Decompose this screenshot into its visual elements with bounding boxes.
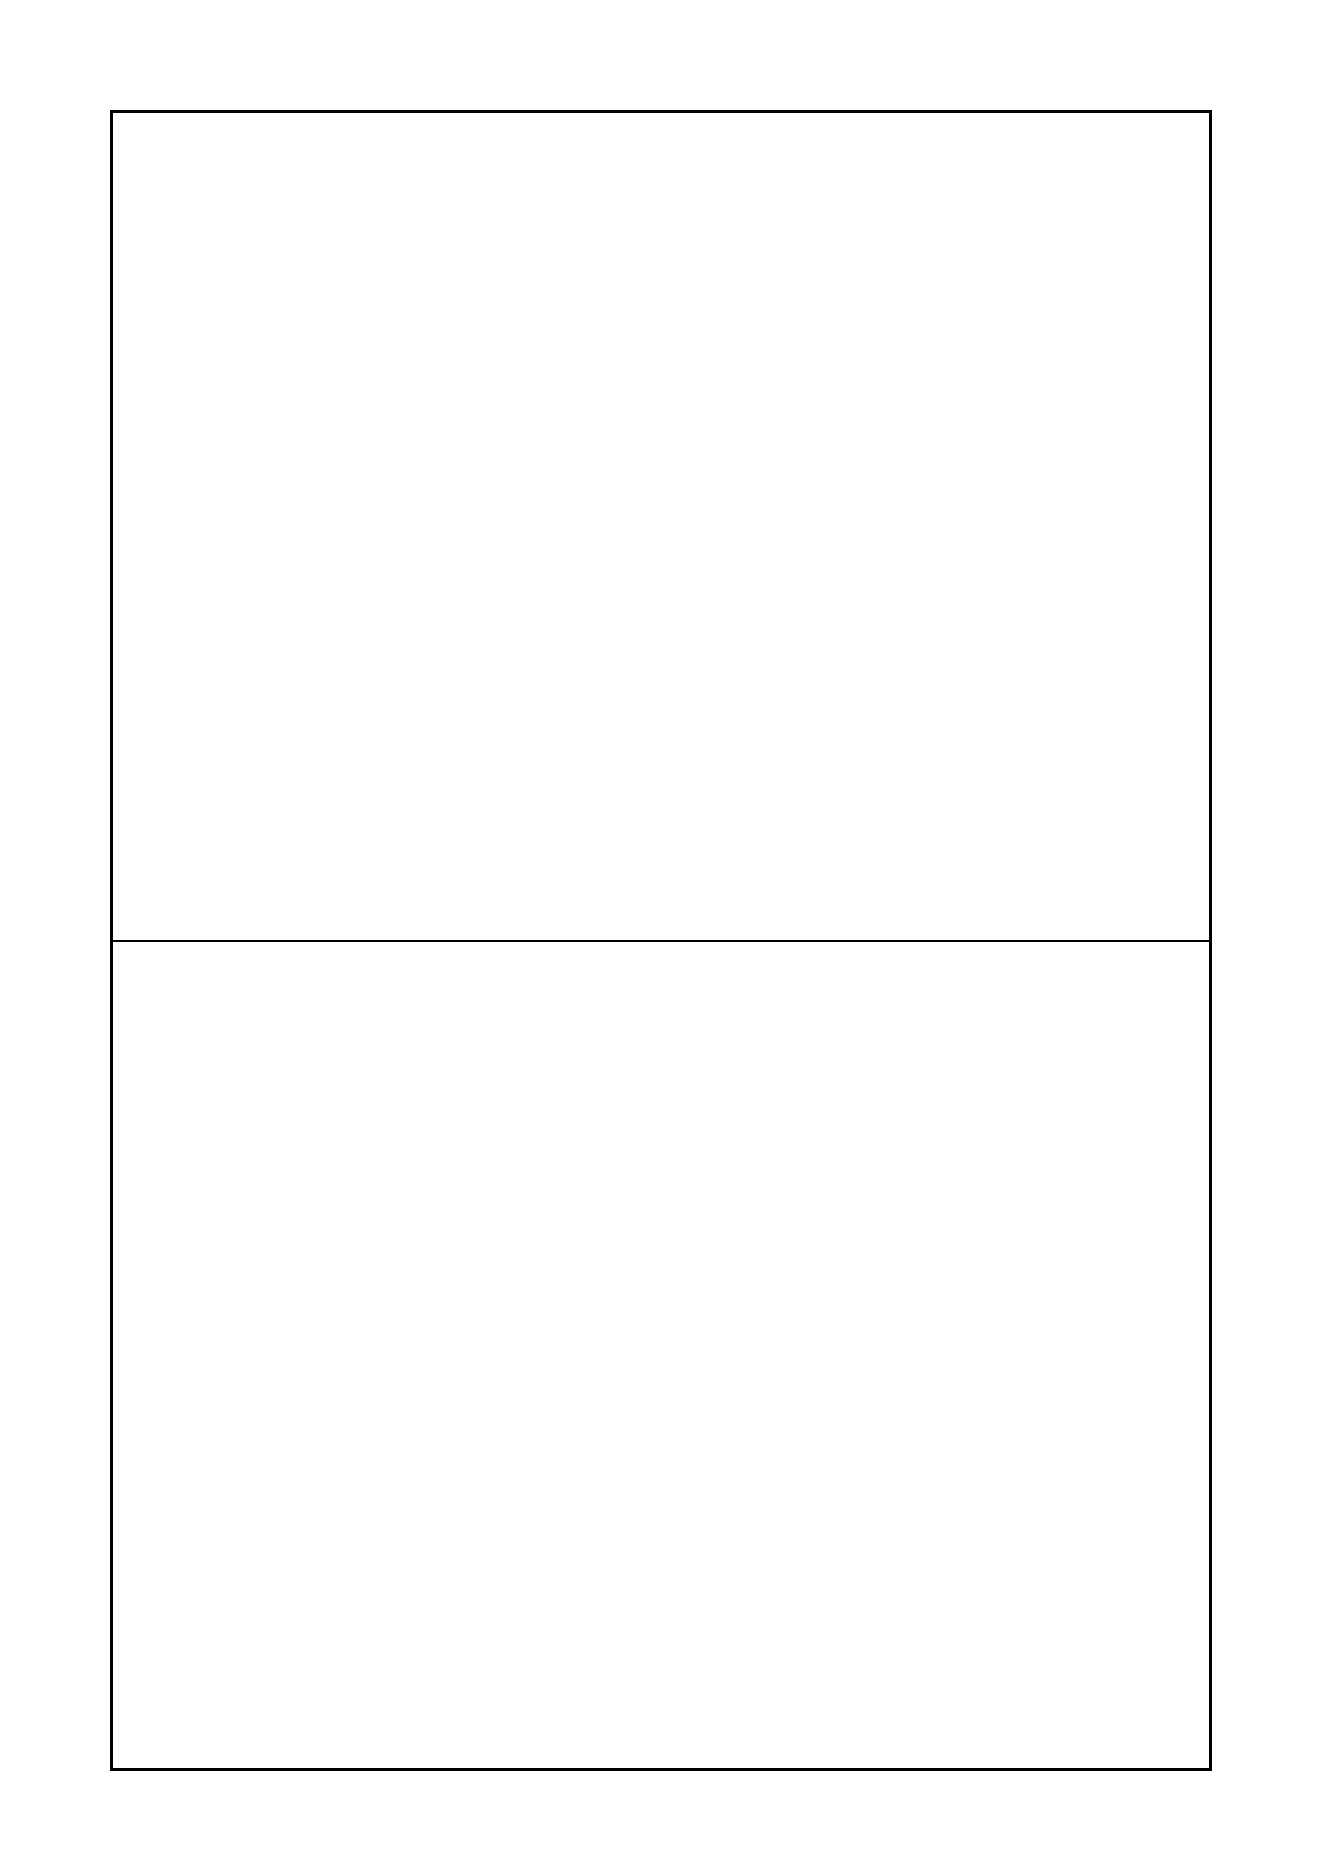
lower-section <box>113 942 1209 1769</box>
upper-section <box>113 113 1209 942</box>
header-row <box>110 50 1212 110</box>
page <box>110 50 1212 1771</box>
table-container <box>110 110 1212 1771</box>
